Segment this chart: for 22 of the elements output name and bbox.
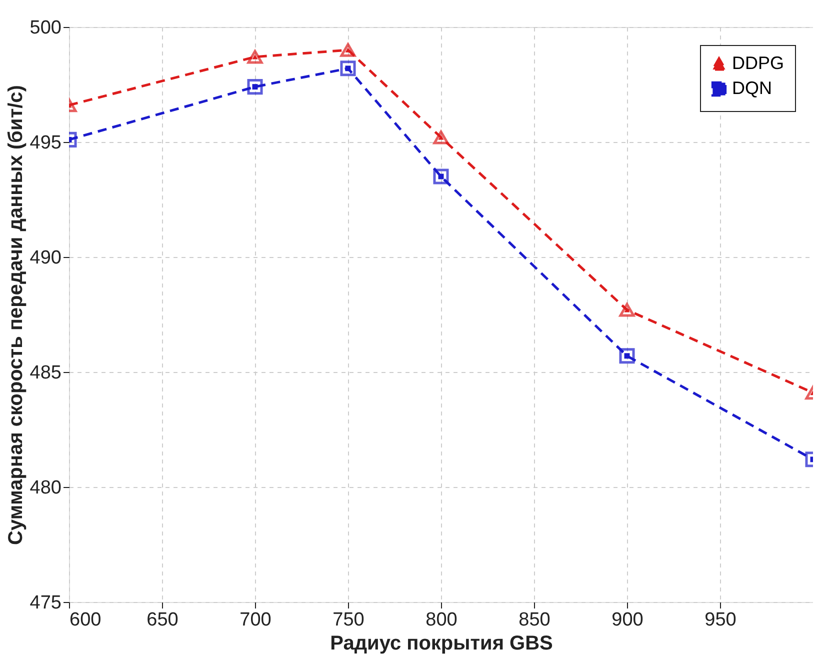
y-axis-title: Суммарная скорость передачи данных (бит/с) [4, 85, 27, 545]
x-tick-label: 700 [240, 610, 272, 630]
x-tick-label: 850 [518, 610, 550, 630]
x-tick-label: 750 [332, 610, 364, 630]
y-tick-label: 500 [30, 18, 62, 38]
x-tick-label: 800 [426, 610, 458, 630]
x-tick-label: 650 [146, 610, 178, 630]
point [433, 168, 449, 184]
y-tick-label: 485 [30, 362, 62, 384]
y-tick-label: 490 [30, 248, 62, 268]
point [340, 60, 356, 76]
point [433, 130, 449, 144]
x-tick-label: 900 [612, 610, 644, 630]
y-tick-label: 495 [30, 132, 62, 154]
legend-label: DQN [732, 78, 772, 98]
legend-label: DDPG [732, 53, 784, 73]
point [340, 43, 356, 57]
y-tick-label: 475 [30, 592, 62, 614]
y-tick-label: 480 [30, 478, 62, 498]
x-tick-label: 600 [70, 610, 102, 630]
x-tick-label: 950 [704, 610, 736, 630]
x-axis-title: Радиус покрытия GBS [330, 632, 553, 654]
